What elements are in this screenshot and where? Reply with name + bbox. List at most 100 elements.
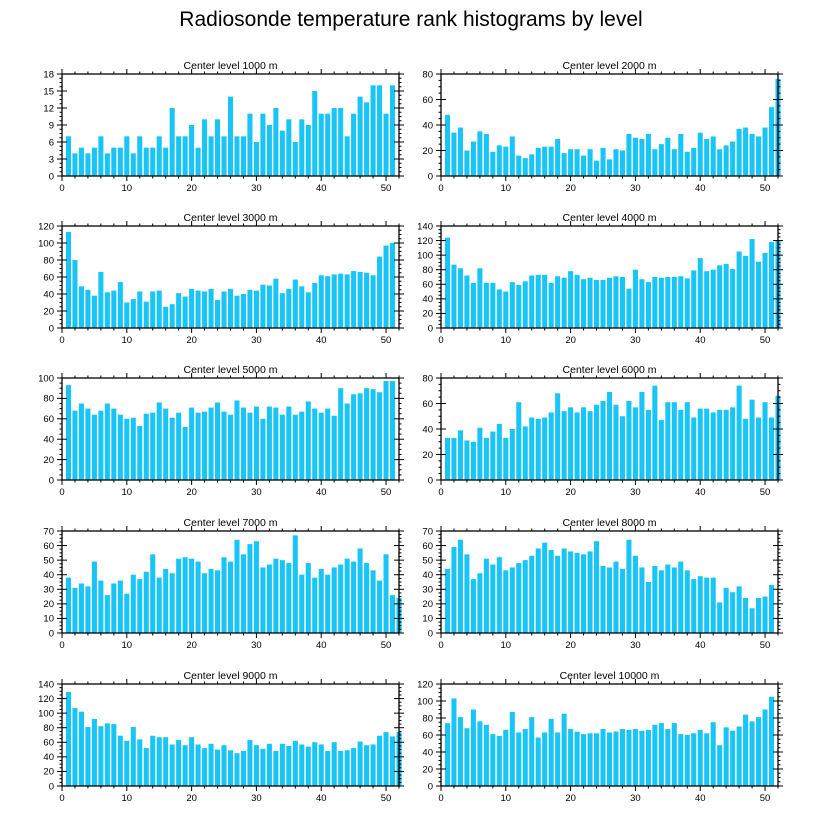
bar (273, 751, 279, 786)
bar (444, 237, 451, 328)
bar (338, 108, 344, 176)
bar (163, 408, 169, 480)
bar (710, 722, 716, 786)
bar (626, 288, 632, 328)
x-tick-label: 30 (630, 335, 641, 346)
bar (266, 406, 272, 480)
y-tick-label: 20 (43, 599, 54, 610)
bar (717, 265, 723, 328)
bar (338, 751, 344, 786)
y-tick-label: 80 (422, 69, 433, 80)
bar (169, 417, 175, 480)
bar (639, 392, 645, 480)
bar (208, 568, 214, 633)
bar (111, 147, 117, 176)
panel-title: Center level 3000 m (184, 212, 278, 224)
bar (189, 407, 195, 480)
bar (522, 281, 528, 328)
bar (717, 409, 723, 480)
y-tick-label: 60 (422, 95, 433, 106)
bar (529, 417, 535, 480)
bar (671, 149, 677, 176)
bar (509, 429, 515, 480)
bar (202, 748, 208, 786)
bar (163, 147, 169, 176)
y-tick-label: 80 (422, 373, 433, 384)
bar (331, 567, 337, 633)
bar (176, 136, 182, 176)
bar (72, 410, 78, 480)
bar (389, 85, 396, 176)
bar (389, 595, 396, 633)
x-tick-label: 10 (501, 793, 512, 804)
bar (286, 119, 292, 176)
bar (606, 277, 613, 328)
bar (496, 557, 502, 633)
bar (457, 127, 463, 176)
bar (85, 289, 91, 328)
bar (444, 568, 451, 633)
bar (568, 551, 574, 633)
x-tick-label: 50 (760, 335, 771, 346)
y-tick-label: 60 (422, 399, 433, 410)
bar (464, 275, 470, 328)
bar (143, 147, 149, 176)
bar (364, 388, 370, 480)
bar (665, 402, 671, 480)
bar (522, 729, 528, 786)
bar (98, 136, 104, 176)
bar (600, 729, 606, 786)
bar (464, 728, 470, 786)
y-tick-label: 40 (422, 424, 433, 435)
bar (169, 304, 175, 328)
y-tick-label: 60 (43, 414, 54, 425)
bar (78, 147, 84, 176)
y-tick-label: 40 (422, 294, 433, 305)
bar (247, 544, 253, 633)
bar (364, 102, 370, 176)
y-tick-label: 100 (38, 238, 54, 249)
bar (65, 231, 72, 328)
x-tick-label: 40 (695, 183, 706, 194)
bar (503, 437, 509, 480)
bar (503, 291, 509, 328)
bar (691, 270, 697, 328)
x-tick-label: 20 (186, 335, 197, 346)
bar (273, 278, 279, 328)
bar (143, 413, 149, 480)
bar (156, 402, 162, 480)
bar (150, 735, 156, 786)
bar (619, 150, 625, 176)
bar (273, 108, 279, 176)
bar (234, 539, 240, 633)
bar (351, 748, 357, 786)
bar (723, 263, 729, 328)
x-tick-label: 50 (381, 335, 392, 346)
bar (671, 567, 677, 633)
bar (503, 146, 509, 176)
bar (548, 282, 554, 328)
bar (555, 555, 561, 633)
bar (169, 744, 175, 786)
y-tick-label: 60 (43, 738, 54, 749)
bar (606, 567, 613, 633)
bar (318, 744, 324, 786)
bar (221, 411, 227, 480)
x-tick-label: 50 (381, 183, 392, 194)
bar (639, 279, 645, 328)
bar (723, 727, 729, 786)
bar (312, 282, 318, 328)
bar (658, 570, 664, 633)
y-tick-label: 20 (422, 309, 433, 320)
bar (678, 734, 684, 786)
bar (98, 271, 104, 328)
y-tick-label: 20 (422, 764, 433, 775)
bar (338, 388, 344, 480)
bar (639, 139, 645, 176)
bar (736, 385, 742, 480)
bar (215, 299, 221, 328)
bar (260, 418, 266, 480)
bar (344, 403, 350, 480)
bar (370, 275, 376, 328)
bar (65, 692, 72, 786)
